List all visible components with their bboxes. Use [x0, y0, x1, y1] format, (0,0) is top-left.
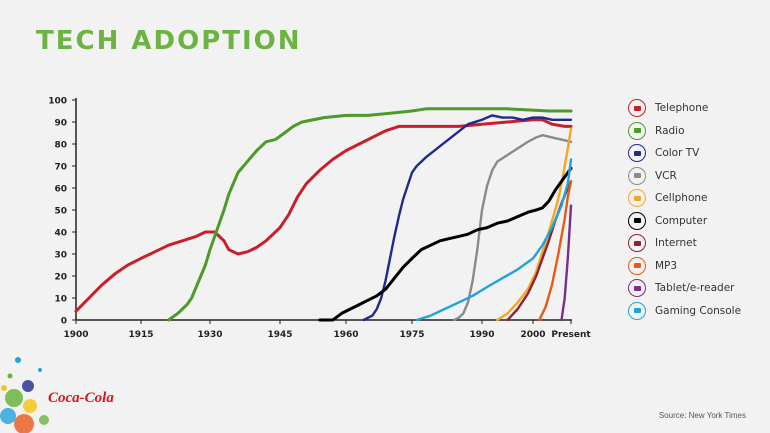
coca-cola-logo: Coca-Cola: [48, 390, 114, 406]
legend-label: Telephone: [655, 102, 709, 115]
legend-label: Cellphone: [655, 192, 708, 205]
legend-item: Telephone: [628, 97, 741, 120]
legend-item: Cellphone: [628, 187, 741, 210]
series-line-tablet: [560, 204, 573, 322]
page-title: TECH ADOPTION: [36, 26, 302, 56]
y-tick-label: 70: [54, 163, 67, 173]
source-note: Source: New York Times: [658, 411, 746, 420]
legend-label: Computer: [655, 214, 708, 227]
tablet-icon: [628, 279, 646, 298]
internet-icon: [628, 234, 646, 253]
y-tick-label: 0: [61, 317, 67, 327]
y-tick-label: 20: [54, 273, 67, 283]
legend-label: Radio: [655, 124, 685, 137]
series-line-vcr: [452, 134, 573, 322]
series-line-cellphone: [496, 127, 573, 322]
x-tick-label: Present: [551, 330, 591, 340]
y-tick-label: 40: [54, 229, 67, 239]
x-tick-label: 1975: [399, 330, 424, 340]
legend-item: Radio: [628, 120, 741, 143]
legend-item: Gaming Console: [628, 300, 741, 323]
legend-item: Internet: [628, 232, 741, 255]
x-tick-label: 1990: [469, 330, 494, 340]
series-line-radio: [167, 107, 573, 322]
legend-label: Color TV: [655, 147, 700, 160]
mp3-icon: [628, 256, 646, 275]
series-line-gaming-console: [415, 158, 573, 322]
radio-icon: [628, 121, 646, 140]
legend-item: MP3: [628, 255, 741, 278]
y-tick-label: 80: [54, 141, 67, 151]
computer-icon: [628, 211, 646, 230]
telephone-icon: [628, 99, 646, 118]
legend-label: Gaming Console: [655, 304, 742, 317]
x-tick-label: 1945: [267, 330, 292, 340]
x-tick-label: 2000: [520, 330, 545, 340]
legend-label: Internet: [655, 237, 697, 250]
legend-item: VCR: [628, 165, 741, 188]
gaming-console-icon: [628, 301, 646, 320]
cellphone-icon: [628, 189, 646, 208]
y-tick-label: 60: [54, 185, 67, 195]
x-tick-label: 1900: [63, 330, 88, 340]
color-tv-icon: [628, 144, 646, 163]
vcr-icon: [628, 166, 646, 185]
y-tick-label: 100: [48, 97, 67, 107]
series-line-computer: [318, 166, 573, 322]
y-tick-label: 50: [54, 207, 67, 217]
series-line-color-tv: [362, 114, 573, 322]
legend-label: MP3: [655, 259, 678, 272]
x-tick-label: 1915: [128, 330, 153, 340]
y-tick-label: 30: [54, 251, 67, 261]
series-line-mp3: [538, 180, 573, 322]
paint-splash-decoration: [0, 357, 49, 433]
y-tick-label: 90: [54, 119, 67, 129]
legend-item: Tablet/e-reader: [628, 277, 741, 300]
legend-item: Computer: [628, 210, 741, 233]
y-tick-label: 10: [54, 295, 67, 305]
legend-label: Tablet/e-reader: [655, 282, 735, 295]
legend-item: Color TV: [628, 142, 741, 165]
x-tick-label: 1960: [333, 330, 358, 340]
series-line-telephone: [74, 118, 573, 313]
legend-label: VCR: [655, 169, 677, 182]
chart-legend: Telephone Radio Color TV VCR Cellphone Comput…: [628, 97, 741, 322]
x-tick-label: 1930: [197, 330, 222, 340]
